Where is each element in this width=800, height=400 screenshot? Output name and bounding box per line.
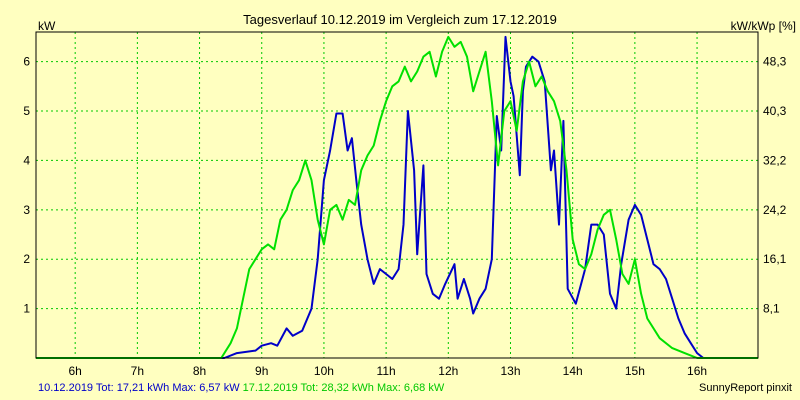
y-tick-label-right: 24,2 xyxy=(763,203,787,217)
y-tick-label-left: 1 xyxy=(23,302,30,316)
x-tick-label: 12h xyxy=(438,364,458,378)
footer-summary: 10.12.2019 Tot: 17,21 kWh Max: 6,57 kW 1… xyxy=(38,382,444,394)
y-tick-label-right: 48,3 xyxy=(763,55,787,69)
series1-summary: 10.12.2019 Tot: 17,21 kWh Max: 6,57 kW xyxy=(38,382,240,394)
x-tick-label: 7h xyxy=(131,364,144,378)
series-line-2 xyxy=(36,35,758,359)
x-tick-label: 9h xyxy=(255,364,268,378)
series2-summary: 17.12.2019 Tot: 28,32 kWh Max: 6,68 kW xyxy=(242,382,445,394)
y-tick-label-left: 4 xyxy=(23,153,30,167)
y-tick-label-left: 3 xyxy=(23,203,30,217)
x-tick-label: 11h xyxy=(377,364,396,378)
y-tick-label-right: 32,2 xyxy=(763,153,787,167)
y-tick-label-right: 40,3 xyxy=(763,104,787,118)
y-axis-label-left: kW xyxy=(38,19,56,33)
y-axis-label-right: kW/kWp [%] xyxy=(731,19,796,33)
y-tick-label-right: 8,1 xyxy=(763,302,780,316)
chart-title: Tagesverlauf 10.12.2019 im Vergleich zum… xyxy=(243,12,557,27)
y-tick-label-left: 2 xyxy=(23,252,30,266)
grid-lines xyxy=(36,32,758,358)
x-tick-label: 6h xyxy=(68,364,81,378)
plot-frame xyxy=(35,31,759,359)
y-tick-label-left: 6 xyxy=(23,55,30,69)
x-tick-label: 10h xyxy=(314,364,334,378)
x-tick-label: 13h xyxy=(500,364,520,378)
x-tick-label: 14h xyxy=(563,364,583,378)
x-tick-label: 8h xyxy=(193,364,206,378)
x-tick-label: 15h xyxy=(625,364,645,378)
y-tick-label-right: 16,1 xyxy=(763,252,787,266)
credit-text: SunnyReport pinxit xyxy=(699,382,792,394)
y-tick-label-left: 5 xyxy=(23,104,30,118)
series-lines xyxy=(36,35,758,359)
series-line-1 xyxy=(36,35,758,359)
x-tick-label: 16h xyxy=(687,364,707,378)
